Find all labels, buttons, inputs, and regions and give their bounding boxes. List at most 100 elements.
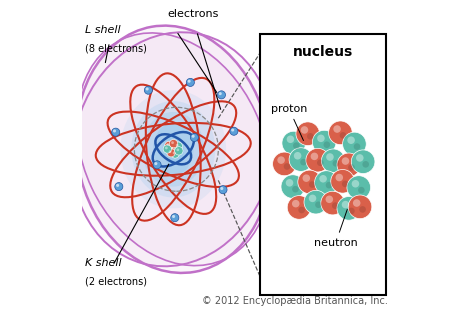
Circle shape (309, 181, 316, 188)
Circle shape (358, 187, 365, 193)
Ellipse shape (73, 32, 274, 266)
Circle shape (356, 154, 364, 162)
Text: (8 electrons): (8 electrons) (85, 44, 146, 53)
Circle shape (186, 78, 194, 86)
Circle shape (324, 142, 330, 148)
Circle shape (292, 200, 300, 207)
Circle shape (169, 150, 172, 153)
Circle shape (231, 128, 234, 132)
Ellipse shape (120, 90, 226, 208)
Circle shape (321, 149, 345, 173)
Circle shape (348, 195, 372, 219)
Circle shape (363, 161, 369, 168)
Ellipse shape (153, 123, 193, 176)
Ellipse shape (76, 26, 271, 273)
FancyBboxPatch shape (260, 34, 386, 295)
Circle shape (146, 87, 149, 91)
Circle shape (281, 175, 305, 198)
Circle shape (301, 126, 308, 134)
Circle shape (115, 183, 123, 191)
Circle shape (351, 150, 375, 174)
Ellipse shape (77, 33, 270, 266)
Circle shape (348, 164, 355, 171)
Circle shape (163, 145, 172, 153)
Circle shape (298, 207, 305, 213)
Circle shape (169, 145, 177, 154)
Circle shape (337, 153, 361, 177)
Circle shape (273, 152, 296, 176)
Circle shape (220, 187, 223, 190)
Circle shape (352, 180, 359, 188)
Circle shape (153, 161, 161, 169)
Circle shape (310, 153, 318, 160)
Circle shape (331, 169, 355, 193)
Circle shape (337, 197, 361, 220)
Circle shape (315, 171, 338, 194)
Circle shape (282, 131, 306, 155)
Circle shape (176, 144, 179, 146)
Circle shape (309, 195, 316, 202)
Circle shape (359, 206, 366, 213)
Circle shape (342, 157, 349, 165)
Circle shape (304, 190, 328, 214)
Text: © 2012 Encyclopædia Britannica, Inc.: © 2012 Encyclopædia Britannica, Inc. (202, 296, 388, 306)
Circle shape (286, 179, 293, 187)
Circle shape (306, 148, 329, 172)
Circle shape (284, 163, 291, 170)
Circle shape (166, 143, 169, 146)
Circle shape (319, 175, 327, 183)
Ellipse shape (142, 112, 204, 187)
Circle shape (176, 148, 179, 151)
Circle shape (277, 156, 285, 164)
Circle shape (155, 162, 157, 165)
Circle shape (218, 91, 226, 99)
Circle shape (171, 214, 179, 222)
Ellipse shape (131, 101, 215, 197)
Text: K shell: K shell (85, 258, 121, 268)
Circle shape (298, 170, 321, 194)
Circle shape (294, 152, 301, 160)
Circle shape (307, 133, 314, 140)
Text: nucleus: nucleus (293, 45, 354, 59)
Circle shape (354, 143, 360, 150)
Circle shape (116, 184, 119, 187)
Circle shape (171, 147, 173, 150)
Circle shape (112, 128, 120, 136)
Circle shape (317, 160, 324, 166)
Circle shape (174, 142, 182, 150)
Text: (2 electrons): (2 electrons) (85, 277, 146, 287)
Text: electrons: electrons (168, 9, 219, 19)
Circle shape (164, 141, 173, 150)
Circle shape (171, 150, 179, 158)
Circle shape (289, 148, 313, 171)
Text: neutron: neutron (314, 209, 357, 248)
Circle shape (326, 153, 334, 161)
Circle shape (113, 129, 116, 132)
Circle shape (302, 174, 310, 182)
Circle shape (315, 202, 322, 208)
Text: L shell: L shell (85, 25, 120, 35)
Circle shape (342, 181, 348, 187)
Circle shape (336, 174, 343, 181)
Ellipse shape (163, 134, 184, 165)
Circle shape (333, 160, 339, 167)
Circle shape (174, 147, 183, 155)
Circle shape (144, 86, 153, 94)
Circle shape (333, 125, 341, 133)
Circle shape (321, 191, 345, 215)
Circle shape (171, 141, 174, 144)
Circle shape (191, 133, 199, 142)
Circle shape (353, 199, 360, 207)
Circle shape (173, 151, 175, 154)
Circle shape (219, 92, 222, 95)
Circle shape (287, 136, 294, 143)
Text: proton: proton (271, 104, 307, 141)
Circle shape (230, 127, 238, 135)
Circle shape (287, 196, 311, 219)
Circle shape (332, 202, 338, 209)
Circle shape (292, 186, 299, 193)
Circle shape (326, 196, 333, 203)
Circle shape (300, 159, 307, 165)
Circle shape (348, 208, 355, 214)
Circle shape (165, 146, 168, 149)
